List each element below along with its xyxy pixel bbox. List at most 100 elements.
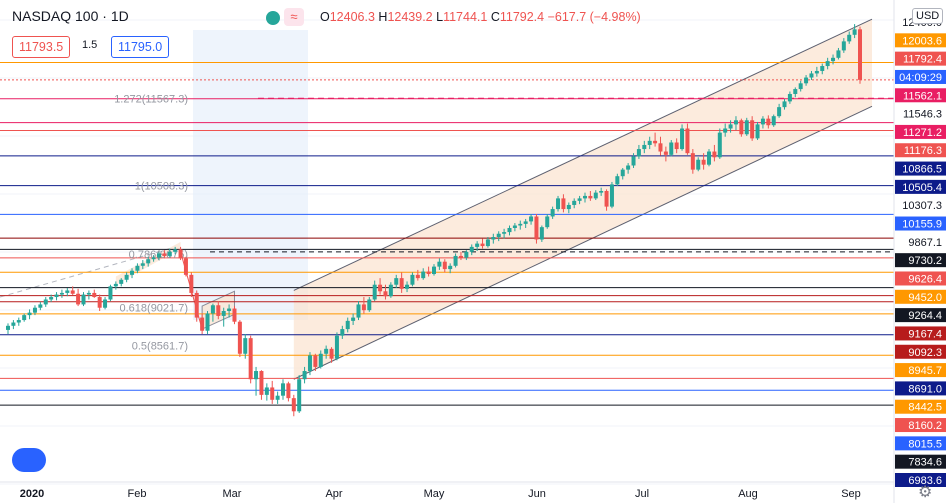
candle-body: [485, 239, 490, 247]
candle-body: [766, 118, 771, 126]
candle-body: [572, 200, 577, 205]
candle-body: [739, 120, 744, 135]
buy-button[interactable]: 11795.0: [111, 36, 170, 58]
candle-body: [755, 124, 760, 139]
candle-body: [372, 284, 377, 300]
candle-body: [65, 290, 70, 293]
price-label-bg: [895, 454, 946, 469]
candle-body: [16, 320, 21, 323]
fib-label: 0.5(8561.7): [132, 340, 188, 352]
price-label: 10155.9: [902, 219, 942, 231]
candle-body: [6, 325, 10, 330]
open-value: 12406.3: [329, 10, 375, 24]
candle-body: [550, 209, 555, 217]
candle-body: [124, 274, 129, 280]
candle-body: [194, 292, 199, 318]
symbol-title[interactable]: NASDAQ 100 · 1D: [12, 8, 129, 24]
candle-body: [103, 299, 108, 308]
price-label: 10307.3: [902, 200, 942, 212]
candle-body: [453, 255, 458, 266]
candle-body: [318, 353, 323, 367]
candle-body: [512, 225, 517, 228]
candle-body: [254, 371, 259, 380]
candle-body: [405, 284, 410, 289]
candle-body: [270, 387, 275, 400]
gear-icon[interactable]: ⚙: [918, 484, 933, 501]
candle-body: [383, 291, 388, 297]
time-tick-label: Mar: [223, 488, 242, 500]
candle-body: [22, 315, 27, 321]
candle-body: [626, 165, 631, 170]
change-value: −617.7 (−4.98%): [547, 10, 641, 24]
candle-body: [297, 379, 302, 412]
candle-body: [281, 383, 286, 396]
price-label-bg: [895, 179, 946, 194]
candle-body: [831, 57, 836, 62]
candle-body: [658, 143, 663, 152]
candle-body: [437, 261, 442, 267]
currency-label[interactable]: USD: [912, 8, 944, 24]
price-label: 8442.5: [908, 402, 942, 414]
spread-value: 1.5: [82, 39, 98, 51]
time-tick-label: 2020: [20, 488, 44, 500]
ohlc-legend: O12406.3 H12439.2 L11744.1 C11792.4 −617…: [320, 10, 641, 24]
price-label-bg: [895, 143, 946, 158]
candle-body: [491, 237, 496, 240]
candle-body: [701, 159, 706, 165]
candle-body: [113, 283, 118, 287]
price-label: 10505.4: [902, 182, 942, 194]
fib-label: 0.618(9021.7): [120, 303, 189, 315]
candle-body: [480, 243, 485, 247]
candle-body: [502, 232, 507, 234]
candle-body: [787, 93, 792, 102]
candle-body: [410, 274, 415, 285]
sell-button[interactable]: 11793.5: [12, 36, 71, 58]
candle-body: [286, 383, 291, 399]
candle-body: [712, 151, 717, 158]
candle-body: [151, 257, 156, 260]
candle-body: [458, 255, 463, 258]
candle-body: [394, 278, 399, 285]
high-value: 12439.2: [387, 10, 433, 24]
candle-body: [620, 169, 625, 177]
price-label: 6983.6: [908, 475, 942, 487]
candle-body: [356, 304, 361, 318]
tradingview-logo-icon[interactable]: [12, 448, 46, 472]
candle-body: [847, 34, 852, 42]
candle-body: [825, 61, 830, 67]
candle-body: [820, 66, 825, 71]
candle-body: [556, 198, 561, 210]
low-label: L: [436, 10, 444, 24]
high-label: H: [378, 10, 388, 24]
candle-body: [685, 128, 690, 154]
candle-body: [674, 142, 679, 150]
price-label-bg: [895, 289, 946, 304]
price-label: 9452.0: [908, 292, 942, 304]
price-label-bg: [895, 161, 946, 176]
candle-body: [140, 263, 145, 266]
candle-body: [70, 290, 75, 294]
price-label-bg: [895, 326, 946, 341]
candle-body: [302, 371, 307, 380]
candle-body: [523, 221, 528, 224]
candle-body: [733, 120, 738, 125]
candle-body: [81, 294, 86, 305]
candle-body: [178, 249, 183, 259]
time-tick-label: Feb: [128, 488, 147, 500]
candle-body: [119, 279, 124, 284]
compare-icon[interactable]: ≈: [284, 8, 304, 26]
price-label: 12003.6: [902, 35, 942, 47]
price-label: 8015.5: [908, 438, 942, 450]
price-label: 9167.4: [908, 328, 942, 340]
candle-body: [329, 348, 334, 359]
price-label: 11176.3: [904, 145, 942, 157]
candle-body: [804, 77, 809, 84]
candle-body: [221, 311, 226, 316]
price-label-bg: [895, 271, 946, 286]
price-label-bg: [895, 363, 946, 378]
candle-body: [264, 387, 269, 395]
price-label: 9730.2: [908, 255, 942, 267]
price-label: 8691.0: [908, 383, 942, 395]
symbol-label: NASDAQ 100 · 1D: [12, 8, 129, 24]
